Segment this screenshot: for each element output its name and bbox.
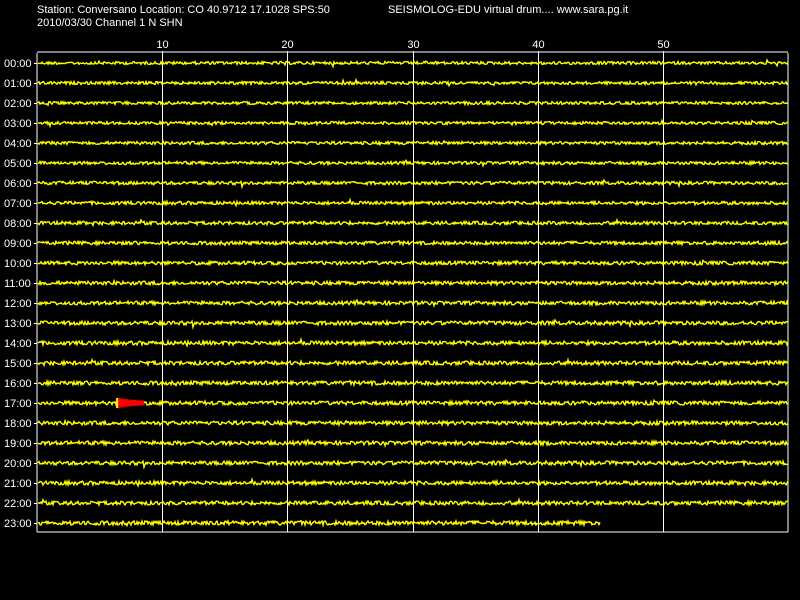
hour-label-2100: 21:00 (4, 478, 32, 490)
trace-0700 (37, 197, 789, 208)
hour-label-2300: 23:00 (4, 518, 32, 530)
trace-1700 (38, 398, 789, 408)
trace-0900 (37, 239, 789, 247)
hour-label-1600: 16:00 (4, 378, 32, 390)
hour-label-1100: 11:00 (4, 278, 31, 290)
trace-1800 (37, 418, 789, 428)
trace-1300 (37, 318, 789, 330)
trace-1000 (37, 258, 789, 267)
trace-2300 (37, 518, 601, 528)
trace-1400 (37, 336, 789, 348)
trace-2000 (37, 458, 789, 470)
trace-0800 (37, 217, 789, 228)
hour-label-0000: 00:00 (4, 58, 32, 70)
hour-label-0100: 01:00 (4, 78, 32, 90)
hour-label-0900: 09:00 (4, 238, 32, 250)
trace-0600 (37, 178, 789, 190)
trace-2100 (37, 476, 789, 488)
date-channel-info: 2010/03/30 Channel 1 N SHN (37, 17, 183, 29)
station-info: Station: Conversano Location: CO 40.9712… (37, 4, 330, 16)
trace-1600 (37, 378, 789, 388)
hour-label-2200: 22:00 (4, 498, 32, 510)
trace-0300 (37, 118, 789, 129)
hour-label-1000: 10:00 (4, 258, 32, 270)
trace-1500 (37, 357, 789, 368)
hour-label-0700: 07:00 (4, 198, 32, 210)
trace-0200 (37, 99, 789, 107)
hour-label-0400: 04:00 (4, 138, 32, 150)
x-tick-label-30: 30 (407, 39, 419, 51)
hour-label-0800: 08:00 (4, 218, 32, 230)
trace-1900 (37, 438, 789, 448)
trace-1200 (37, 298, 789, 308)
app-title: SEISMOLOG-EDU virtual drum.... www.sara.… (388, 4, 629, 16)
x-tick-label-20: 20 (281, 39, 293, 51)
trace-1100 (37, 278, 789, 288)
hour-label-1900: 19:00 (4, 438, 32, 450)
event-1700-0 (116, 397, 145, 409)
x-tick-label-40: 40 (532, 39, 544, 51)
hour-label-1500: 15:00 (4, 358, 32, 370)
x-tick-label-10: 10 (156, 39, 168, 51)
hour-label-1700: 17:00 (4, 398, 32, 410)
hour-label-0200: 02:00 (4, 98, 32, 110)
trace-2200 (37, 497, 789, 508)
hour-label-0600: 06:00 (4, 178, 32, 190)
trace-0100 (37, 77, 789, 88)
hour-label-1300: 13:00 (4, 318, 32, 330)
hour-label-1400: 14:00 (4, 338, 32, 350)
hour-label-0300: 03:00 (4, 118, 32, 130)
trace-0400 (37, 138, 789, 147)
trace-0000 (37, 58, 789, 69)
hour-label-0500: 05:00 (4, 158, 32, 170)
hour-label-1800: 18:00 (4, 418, 32, 430)
hour-label-2000: 20:00 (4, 458, 32, 470)
hour-label-1200: 12:00 (4, 298, 32, 310)
trace-0500 (37, 159, 789, 168)
x-tick-label-50: 50 (657, 39, 669, 51)
